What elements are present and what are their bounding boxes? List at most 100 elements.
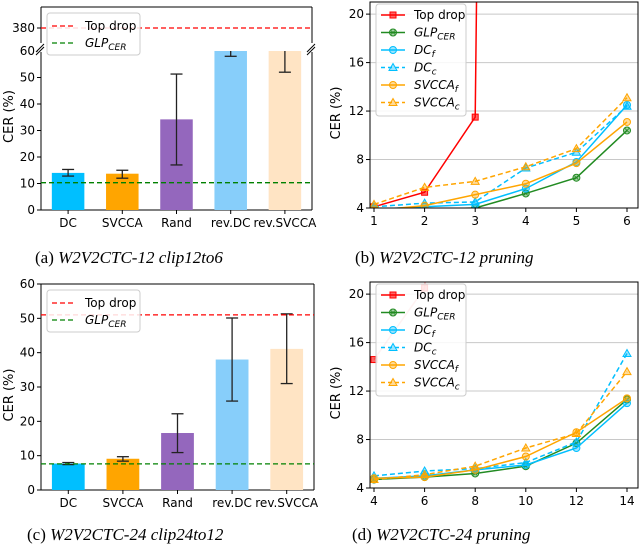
marker-triangle <box>388 62 398 71</box>
legend-label-sub: c <box>455 103 460 113</box>
y-tick-label: 0 <box>27 483 35 497</box>
caption-title: W2V2CTC-24 clip24to12 <box>50 525 224 544</box>
legend-label: Top drop <box>84 19 136 33</box>
legend-label: GLPCER <box>414 26 455 43</box>
legend-label-sub: c <box>432 348 437 358</box>
marker-cross <box>624 128 630 133</box>
bar-dc <box>51 172 85 210</box>
series-line <box>373 402 628 480</box>
series-line <box>373 371 628 481</box>
y-tick-label: 12 <box>349 104 364 118</box>
caption-prefix: (d) <box>352 525 376 544</box>
legend-box <box>46 289 141 333</box>
caption-prefix: (c) <box>27 525 50 544</box>
marker-circle <box>471 190 480 199</box>
marker-triangle <box>622 101 632 110</box>
legend-label-main: DC <box>414 323 432 337</box>
marker-triangle <box>470 461 481 470</box>
legend-label-sub: CER <box>437 313 455 323</box>
y-tick-label: 16 <box>349 56 364 70</box>
y-tick-label: 20 <box>20 414 35 428</box>
legend-label-sub: CER <box>108 320 126 330</box>
x-tick-label: 3 <box>471 214 479 228</box>
legend-label-sub: CER <box>437 33 455 43</box>
axis-break-mark-right <box>306 43 316 53</box>
x-tick-label: SVCCA <box>103 496 145 510</box>
marker-cross <box>472 205 478 208</box>
y-axis-label: CER (%) <box>329 367 344 420</box>
marker-triangle <box>622 348 632 357</box>
x-tick-label: DC <box>59 216 77 230</box>
marker-triangle <box>388 97 398 106</box>
x-tick-label: 4 <box>522 214 530 228</box>
x-tick-label: rev.SVCCA <box>255 496 319 510</box>
legend-label: GLPCER <box>85 36 126 53</box>
marker-circle <box>572 444 581 453</box>
series-line <box>443 129 628 208</box>
y-tick-label: 10 <box>20 449 35 463</box>
marker-circle <box>389 361 397 369</box>
x-tick-label: 10 <box>518 494 533 508</box>
marker-cross <box>390 30 396 35</box>
bar-rev-dc <box>214 51 247 210</box>
caption-title: W2V2CTC-24 pruning <box>376 525 530 544</box>
marker-triangle <box>370 199 379 208</box>
y-tick-label: 0 <box>27 203 35 217</box>
legend-label-main: GLP <box>414 26 438 40</box>
marker-square <box>389 291 397 299</box>
marker-circle <box>389 46 397 54</box>
legend-label-main: Top drop <box>84 296 136 310</box>
series-line <box>373 397 628 480</box>
x-tick-label: 6 <box>421 494 429 508</box>
y-tick-label: 20 <box>20 150 35 164</box>
legend-label: GLPCER <box>85 313 126 330</box>
caption-title: W2V2CTC-12 pruning <box>379 248 533 267</box>
axis-break-mark-left <box>35 43 45 53</box>
y-tick-label: 40 <box>20 346 35 360</box>
y-tick-label: 50 <box>20 311 35 325</box>
marker-triangle <box>520 443 531 452</box>
bar-rev-svcca <box>268 51 302 210</box>
marker-circle <box>572 159 581 168</box>
legend-label-main: SVCCA <box>414 358 455 372</box>
chart-a: 0 10 20 30 40 50 60 380 CER (%) DC SVCCA Rand rev.DC… <box>2 6 317 230</box>
marker-cross <box>390 310 396 315</box>
legend-label: SVCCAc <box>414 96 460 113</box>
marker-triangle <box>470 176 481 185</box>
bar-dc <box>51 463 85 490</box>
legend-label-main: Top drop <box>84 19 136 33</box>
legend-box <box>46 12 141 56</box>
plot-area <box>370 282 632 484</box>
y-tick-label: 16 <box>349 336 364 350</box>
legend-label-main: GLP <box>414 306 438 320</box>
marker-circle <box>623 117 631 126</box>
series-line <box>373 97 628 206</box>
caption-title: W2V2CTC-12 clip12to6 <box>58 248 223 267</box>
marker-triangle <box>388 377 398 386</box>
series-dc-c <box>370 101 632 208</box>
x-tick-label: 2 <box>421 214 429 228</box>
series-glp-cer <box>372 126 631 208</box>
y-tick-label: 4 <box>356 481 364 495</box>
legend-label-sub: c <box>455 383 460 393</box>
legend-label: DCc <box>414 341 437 358</box>
x-tick-label: 1 <box>370 214 378 228</box>
legend-label: Top drop <box>413 8 465 22</box>
legend-label-main: GLP <box>85 313 109 327</box>
series-line <box>373 105 628 208</box>
x-tick-label: 6 <box>623 214 631 228</box>
legend-label-sub: f <box>455 365 460 375</box>
caption-d: (d) W2V2CTC-24 pruning <box>352 525 531 544</box>
marker-circle <box>521 179 530 188</box>
legend-label-sub: c <box>432 68 437 78</box>
series-svcca-c <box>370 366 632 484</box>
legend-label-main: Top drop <box>413 288 465 302</box>
y-axis-label: CER (%) <box>2 369 17 422</box>
y-tick-label: 20 <box>349 287 364 301</box>
series-line <box>391 121 628 208</box>
y-tick-label-upper: 380 <box>12 21 35 35</box>
y-tick-label: 12 <box>349 384 364 398</box>
axis-break-mark-right <box>306 46 316 56</box>
